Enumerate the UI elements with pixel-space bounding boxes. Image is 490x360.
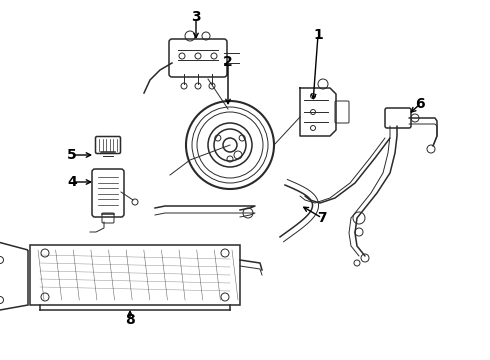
Text: 2: 2: [223, 55, 233, 69]
Text: 5: 5: [67, 148, 77, 162]
Text: 6: 6: [415, 97, 425, 111]
Text: 4: 4: [67, 175, 77, 189]
Text: 3: 3: [191, 10, 201, 24]
Text: 1: 1: [313, 28, 323, 42]
Text: 8: 8: [125, 313, 135, 327]
Bar: [30, 245, 240, 305]
Text: 7: 7: [317, 211, 327, 225]
